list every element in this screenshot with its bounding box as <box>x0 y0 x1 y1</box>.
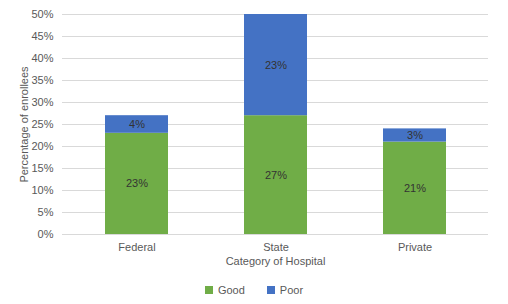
svg-text:Private: Private <box>398 241 432 253</box>
svg-text:50%: 50% <box>31 8 53 20</box>
svg-text:5%: 5% <box>38 206 54 218</box>
svg-text:40%: 40% <box>31 52 53 64</box>
svg-text:25%: 25% <box>31 118 53 130</box>
svg-text:3%: 3% <box>407 129 423 141</box>
html-text:Poor: Poor <box>279 284 304 296</box>
svg-text:20%: 20% <box>31 140 53 152</box>
svg-text:35%: 35% <box>31 74 53 86</box>
svg-text:State: State <box>263 241 289 253</box>
svg-text:27%: 27% <box>265 169 287 181</box>
svg-text:Category of Hospital: Category of Hospital <box>226 255 326 267</box>
svg-text:21%: 21% <box>404 182 426 194</box>
svg-text:10%: 10% <box>31 184 53 196</box>
svg-text:Percentage of enrollees: Percentage of enrollees <box>18 66 30 183</box>
svg-text:23%: 23% <box>126 177 148 189</box>
svg-text:15%: 15% <box>31 162 53 174</box>
svg-text:0%: 0% <box>38 228 54 240</box>
svg-text:45%: 45% <box>31 30 53 42</box>
html-text:Good: Good <box>217 284 245 296</box>
svg-text:23%: 23% <box>265 59 287 71</box>
svg-text:4%: 4% <box>129 118 145 130</box>
svg-text:Federal: Federal <box>118 241 155 253</box>
svg-text:30%: 30% <box>31 96 53 108</box>
